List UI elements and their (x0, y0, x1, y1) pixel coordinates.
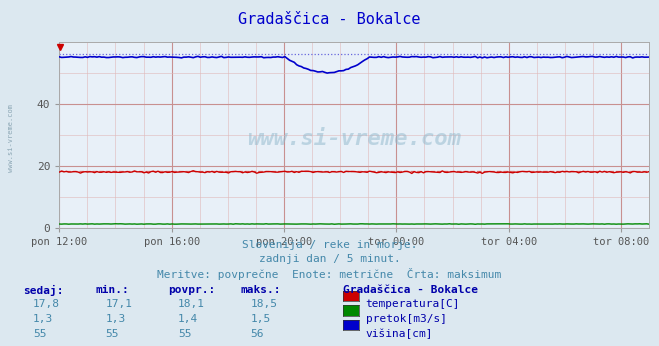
Text: 17,1: 17,1 (105, 299, 132, 309)
Text: 1,3: 1,3 (33, 314, 53, 324)
Text: 1,4: 1,4 (178, 314, 198, 324)
Text: pretok[m3/s]: pretok[m3/s] (366, 314, 447, 324)
Text: Meritve: povprečne  Enote: metrične  Črta: maksimum: Meritve: povprečne Enote: metrične Črta:… (158, 268, 501, 280)
Text: 17,8: 17,8 (33, 299, 60, 309)
Text: www.si-vreme.com: www.si-vreme.com (8, 104, 14, 172)
Text: 18,1: 18,1 (178, 299, 205, 309)
Text: Slovenija / reke in morje.: Slovenija / reke in morje. (242, 240, 417, 251)
Text: min.:: min.: (96, 285, 129, 295)
Text: maks.:: maks.: (241, 285, 281, 295)
Text: 1,5: 1,5 (250, 314, 271, 324)
Text: Gradaščica - Bokalce: Gradaščica - Bokalce (343, 285, 478, 295)
Text: 55: 55 (178, 329, 191, 339)
Text: 56: 56 (250, 329, 264, 339)
Text: www.si-vreme.com: www.si-vreme.com (247, 129, 461, 149)
Text: 55: 55 (33, 329, 46, 339)
Text: Gradaščica - Bokalce: Gradaščica - Bokalce (239, 12, 420, 27)
Text: povpr.:: povpr.: (168, 285, 215, 295)
Text: zadnji dan / 5 minut.: zadnji dan / 5 minut. (258, 254, 401, 264)
Text: 1,3: 1,3 (105, 314, 126, 324)
Text: višina[cm]: višina[cm] (366, 329, 433, 339)
Text: 18,5: 18,5 (250, 299, 277, 309)
Text: 55: 55 (105, 329, 119, 339)
Text: sedaj:: sedaj: (23, 285, 63, 297)
Text: temperatura[C]: temperatura[C] (366, 299, 460, 309)
